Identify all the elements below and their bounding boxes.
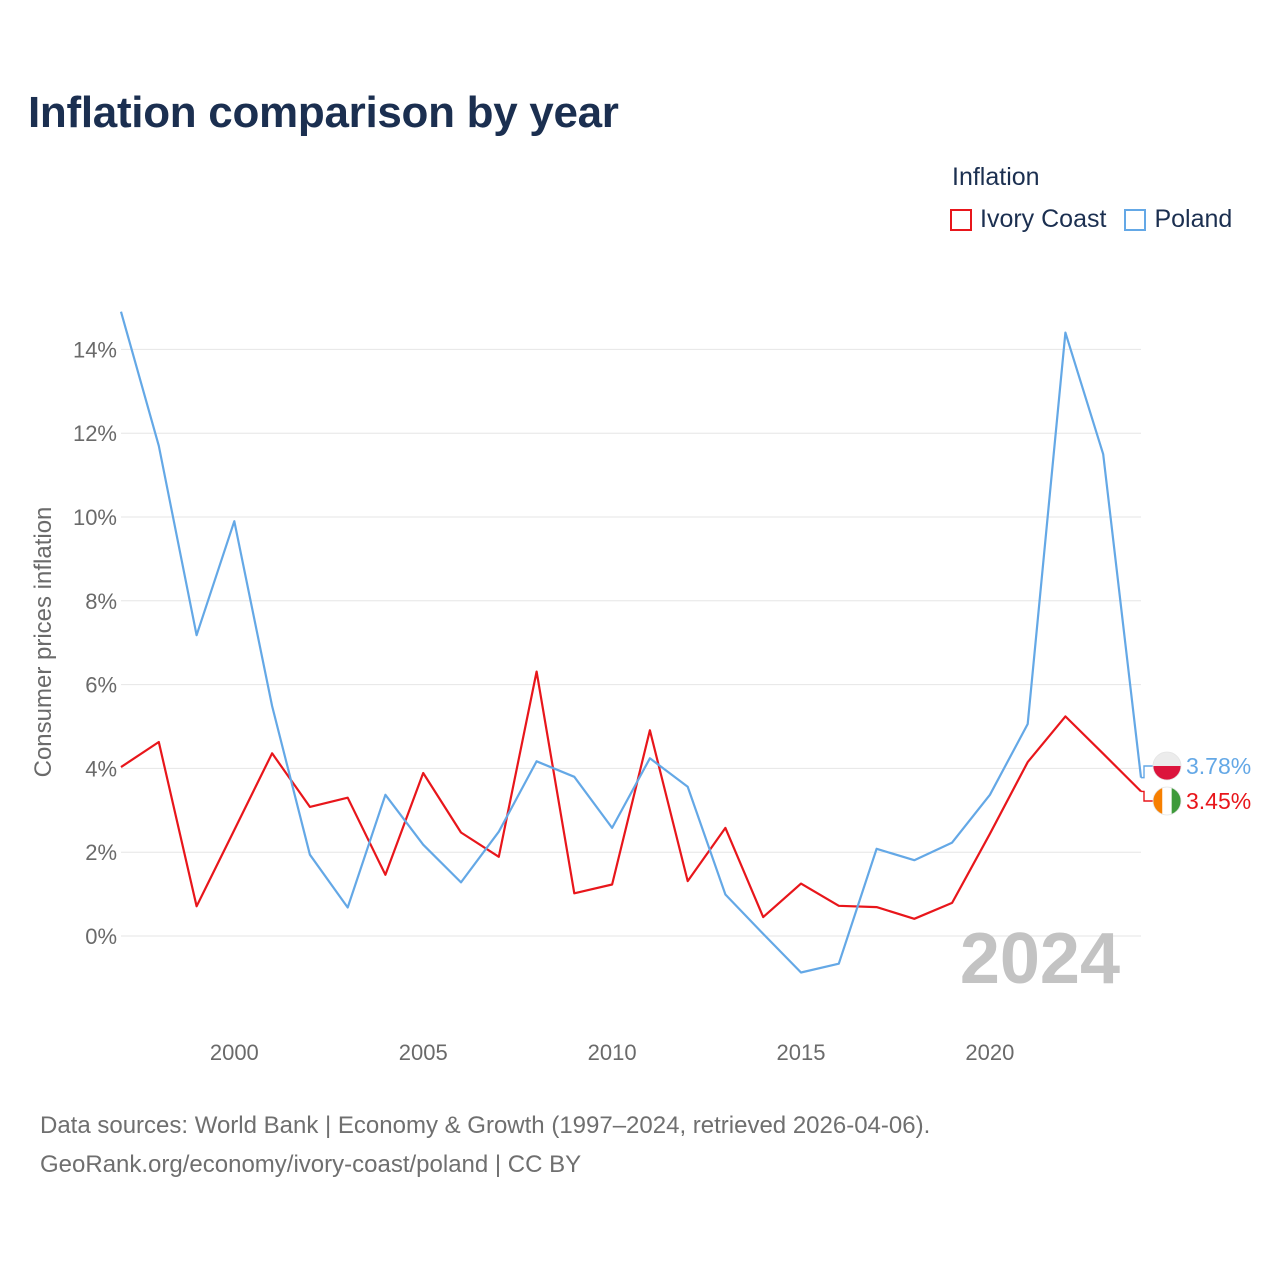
end-labels: 3.45% 3.78% (1141, 751, 1251, 816)
source-link[interactable]: GeoRank.org/economy/ivory-coast/poland |… (40, 1151, 582, 1178)
end-label-ivory-coast: 3.45% (1186, 788, 1251, 814)
x-tick-label: 2020 (965, 1040, 1014, 1065)
x-tick-label: 2005 (399, 1040, 448, 1065)
x-tick-labels: 2000 2005 2010 2015 2020 (210, 1040, 1015, 1065)
line-chart: 0% 2% 4% 6% 8% 10% 12% 14% 2000 2005 2010 2015 2020… (30, 311, 1251, 1065)
legend-item-ivory-coast[interactable]: Ivory Coast (950, 205, 1106, 234)
data-sources-text: Data sources: World Bank | Economy & Gro… (40, 1112, 931, 1139)
ivory-coast-flag-icon (1152, 786, 1182, 816)
y-tick-label: 14% (73, 337, 117, 362)
gridlines (121, 348, 1141, 937)
y-axis-label: Consumer prices inflation (30, 507, 57, 778)
y-tick-label: 2% (85, 840, 117, 865)
legend-label-ivory-coast: Ivory Coast (980, 205, 1107, 233)
legend-swatch-ivory-coast (950, 208, 972, 231)
y-tick-label: 0% (85, 924, 117, 949)
y-tick-label: 4% (85, 756, 117, 781)
legend-title: Inflation (952, 163, 1040, 191)
y-tick-label: 8% (85, 589, 117, 614)
year-stamp: 2024 (960, 919, 1120, 999)
x-tick-label: 2010 (588, 1040, 637, 1065)
y-tick-labels: 0% 2% 4% 6% 8% 10% 12% 14% (73, 337, 117, 949)
legend-item-poland[interactable]: Poland (1124, 205, 1232, 234)
legend: Ivory Coast Poland (950, 205, 1232, 234)
page-title: Inflation comparison by year (28, 88, 619, 137)
y-tick-label: 12% (73, 421, 117, 446)
end-label-poland: 3.78% (1186, 753, 1251, 779)
end-label-connector (1141, 790, 1153, 802)
poland-flag-icon (1152, 751, 1182, 781)
legend-label-poland: Poland (1154, 205, 1233, 233)
y-tick-label: 6% (85, 673, 117, 698)
end-label-connector (1141, 765, 1153, 779)
x-tick-label: 2015 (777, 1040, 826, 1065)
footer: Data sources: World Bank | Economy & Gro… (40, 1106, 930, 1184)
series-line-poland[interactable] (119, 311, 1143, 974)
legend-swatch-poland (1124, 208, 1147, 231)
x-tick-label: 2000 (210, 1040, 259, 1065)
series-lines (119, 311, 1143, 974)
y-tick-label: 10% (73, 505, 117, 530)
